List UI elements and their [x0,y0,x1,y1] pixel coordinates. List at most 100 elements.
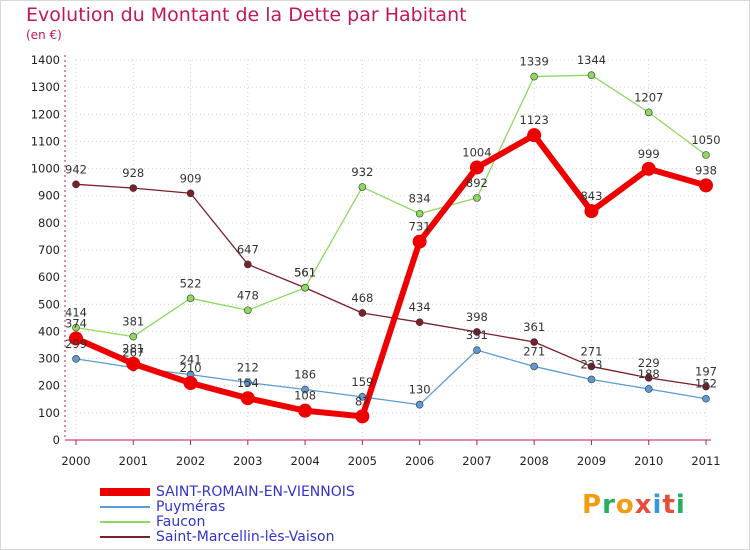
data-point [584,204,599,219]
y-tick-label: 800 [38,216,60,230]
y-tick-label: 900 [38,189,60,203]
y-tick-label: 200 [38,379,60,393]
data-label: 834 [409,192,431,206]
y-tick-label: 1400 [31,53,60,67]
data-label: 647 [237,242,259,256]
data-label: 414 [65,306,87,320]
x-axis-ticks: 2000 2001 2002 2003 2004 2005 2006 2007 2008 2009… [61,454,720,468]
y-axis-ticks: 0 100 200 300 400 500 600 700 800 900 1000 1100 1200… [31,53,60,447]
data-point [641,161,656,176]
x-tick-label: 2002 [176,454,205,468]
x-tick-label: 2010 [634,454,663,468]
data-point [186,294,195,303]
data-label: 843 [580,189,602,203]
x-tick-label: 2007 [462,454,491,468]
data-label: 892 [466,176,488,190]
y-tick-label: 600 [38,270,60,284]
data-label: 398 [466,310,488,324]
data-point [530,362,538,371]
data-point [473,194,481,202]
data-point [126,356,141,371]
y-tick-label: 300 [38,352,60,366]
data-label: 197 [695,365,717,379]
data-label: 154 [237,376,259,390]
data-point [412,234,427,249]
data-label: 229 [638,356,660,370]
data-label: 1123 [520,113,549,127]
y-tick-label: 700 [38,243,60,257]
data-point [244,378,252,387]
data-point [644,385,653,393]
data-label: 267 [122,346,144,360]
data-label: 731 [409,220,431,234]
data-label: 271 [523,344,545,358]
data-label: 938 [695,163,717,177]
data-point [702,394,710,403]
data-point [473,328,481,336]
data-label: 478 [237,288,259,302]
data-label: 1004 [462,145,491,159]
x-tick-label: 2005 [348,454,377,468]
data-point [587,71,596,79]
data-point [72,323,80,332]
data-label: 299 [65,337,87,351]
y-tick-label: 500 [38,297,60,311]
data-point [473,346,481,354]
data-point [587,375,596,384]
data-label: 186 [294,368,316,382]
data-label: 928 [122,166,144,180]
data-label: 434 [409,300,431,314]
data-label: 381 [122,315,144,329]
data-point [301,283,309,292]
data-point [358,309,367,317]
data-point [244,306,252,315]
data-label: 1339 [520,55,549,69]
data-point [702,151,710,159]
data-label: 1207 [634,90,663,104]
data-label: 271 [580,344,602,358]
y-tick-label: 1300 [31,80,60,94]
data-point [358,183,367,191]
data-point [644,108,653,117]
chart-unit: (en €) [26,28,62,42]
y-tick-label: 400 [38,324,60,338]
data-point [699,178,713,193]
series-line [75,349,707,406]
data-label: 210 [180,361,202,375]
series-line [75,183,707,388]
x-tick-label: 2004 [290,454,319,468]
y-tick-label: 1000 [31,162,60,176]
data-point [129,184,138,192]
data-label: 561 [294,266,316,280]
data-label: 361 [523,320,545,334]
data-point [527,128,542,143]
legend-swatch [100,536,150,538]
series-line [73,132,709,420]
data-point [355,409,370,424]
data-label: 932 [351,165,373,179]
y-tick-label: 100 [38,406,60,420]
data-point [587,362,596,371]
legend-label: Saint-Marcellin-lès-Vaison [156,529,335,545]
x-tick-label: 2003 [233,454,262,468]
legend-label: Faucon [156,514,206,530]
data-label: 909 [180,171,202,185]
data-label: 374 [65,316,87,330]
x-tick-label: 2000 [61,454,90,468]
y-tick-label: 1200 [31,107,60,121]
data-label: 130 [409,383,431,397]
chart-title: Evolution du Montant de la Dette par Hab… [26,4,467,26]
data-label: 241 [180,353,202,367]
legend-swatch [100,521,150,523]
data-label: 1050 [691,133,720,147]
data-label: 942 [65,162,87,176]
y-tick-label: 0 [53,433,60,447]
data-label: 331 [466,328,488,342]
data-point [244,260,252,269]
data-label: 999 [638,147,660,161]
data-point [72,355,80,363]
data-label: 108 [294,389,316,403]
x-tick-label: 2009 [577,454,606,468]
x-tick-label: 2006 [405,454,434,468]
